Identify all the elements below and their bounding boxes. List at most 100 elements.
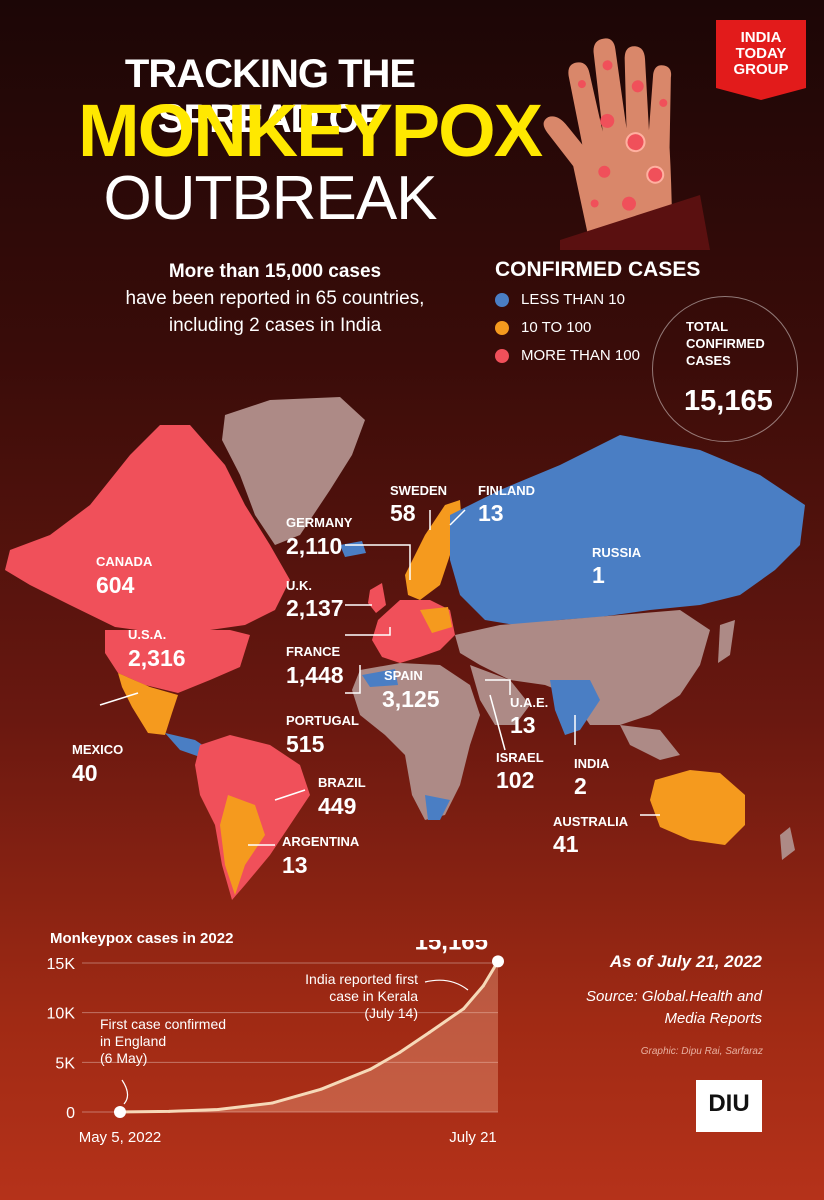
map-new-zealand	[780, 827, 795, 860]
country-value-usa: 2,316	[128, 645, 186, 671]
data-point	[368, 1067, 372, 1071]
legend-item-more-than-100: MORE THAN 100	[495, 347, 640, 364]
data-point	[462, 1007, 466, 1011]
annotation-arrow	[121, 1079, 129, 1105]
leader-finland	[449, 509, 466, 526]
country-label-brazil: BRAZIL	[318, 775, 366, 790]
annotation-india-case: India reported first	[305, 971, 418, 987]
intro-text: More than 15,000 cases have been reporte…	[110, 258, 440, 339]
leader-brazil	[274, 789, 306, 801]
total-value: 15,165	[684, 385, 773, 417]
leader-mexico	[99, 692, 139, 706]
world-map	[5, 397, 805, 900]
country-value-israel: 102	[496, 767, 535, 793]
legend-dot-red	[495, 348, 509, 363]
country-value-finland: 13	[478, 500, 504, 526]
country-label-portugal: PORTUGAL	[286, 713, 359, 728]
country-label-germany: GERMANY	[286, 515, 353, 530]
diu-logo-text: DIU	[708, 1090, 750, 1117]
map-asia	[455, 610, 710, 725]
leader-israel	[489, 694, 506, 751]
title-line-1: TRACKING THE SPREAD OF	[124, 52, 416, 141]
map-australia	[650, 770, 745, 845]
graphic-credit: Graphic: Dipu Rai, Sarfaraz	[640, 1046, 763, 1057]
legend-title: CONFIRMED CASES	[495, 258, 701, 281]
map-russia	[450, 435, 805, 625]
annotation-first-case: First case confirmed	[100, 1016, 226, 1032]
y-tick-label: 5K	[55, 1055, 75, 1072]
area-fill	[120, 961, 498, 1112]
country-value-mexico: 40	[72, 760, 98, 786]
diu-logo: DIU	[696, 1080, 762, 1132]
legend-dot-orange	[495, 320, 509, 335]
country-value-australia: 41	[553, 831, 579, 857]
legend-dot-blue	[495, 292, 509, 307]
leader-uae	[485, 679, 511, 695]
x-tick-label: July 21	[449, 1129, 497, 1146]
india-today-logo: INDIA TODAY GROUP	[716, 20, 806, 100]
country-label-uae: U.A.E.	[510, 695, 549, 710]
country-value-germany: 2,110	[286, 533, 343, 559]
country-value-argentina: 13	[282, 852, 308, 878]
y-tick-label: 0	[66, 1105, 75, 1122]
cases-area-chart: 0 5K 10K 15K 15,165 May 5, 2022 July 21 First c…	[47, 940, 504, 1146]
map-argentina	[220, 795, 265, 895]
title-line-2: MONKEYPOX	[78, 89, 543, 172]
total-label: TOTAL CONFIRMED CASES	[686, 319, 765, 368]
map-uk	[368, 583, 386, 613]
annotation-india-case: case in Kerala	[329, 988, 418, 1004]
map-morocco	[362, 669, 398, 687]
annotation-india-case: (July 14)	[364, 1005, 418, 1021]
leader-germany	[345, 544, 411, 580]
map-india	[550, 680, 600, 735]
country-label-argentina: ARGENTINA	[282, 834, 360, 849]
data-point	[398, 1050, 402, 1054]
title-line-3: OUTBREAK	[103, 164, 437, 233]
country-value-spain: 3,125	[382, 686, 440, 712]
data-point	[427, 1031, 431, 1035]
total-circle	[652, 296, 798, 442]
country-label-australia: AUSTRALIA	[553, 814, 629, 829]
y-tick-label: 15K	[47, 956, 76, 973]
y-tick-label: 10K	[47, 1006, 76, 1023]
data-point	[167, 1109, 171, 1113]
legend-item-less-than-10: LESS THAN 10	[495, 291, 625, 308]
source-line2: Media Reports	[664, 1010, 762, 1027]
source-text: Source: Global.Health and Media Reports	[545, 986, 762, 1030]
country-value-india: 2	[574, 773, 587, 799]
chart-title: Monkeypox cases in 2022	[50, 930, 234, 947]
intro-bold: More than 15,000 cases	[168, 261, 382, 282]
intro-line3: including 2 cases in India	[168, 315, 382, 336]
country-label-finland: FINLAND	[478, 483, 536, 498]
data-point	[319, 1087, 323, 1091]
hand-illustration	[543, 38, 710, 250]
country-value-france: 1,448	[286, 662, 344, 688]
map-mexico	[118, 673, 178, 735]
map-east-europe	[420, 607, 452, 633]
legend-label: 10 TO 100	[521, 319, 592, 336]
country-value-portugal: 515	[286, 731, 325, 757]
end-point	[492, 955, 504, 968]
country-label-india: INDIA	[574, 756, 610, 771]
as-of-date: As of July 21, 2022	[609, 952, 762, 971]
map-japan	[718, 620, 735, 663]
country-label-israel: ISRAEL	[496, 750, 544, 765]
country-value-sweden: 58	[390, 500, 416, 526]
map-africa	[352, 663, 480, 820]
country-label-canada: CANADA	[96, 554, 153, 569]
country-value-uae: 13	[510, 712, 536, 738]
source-line1: Source: Global.Health and	[586, 988, 762, 1005]
country-value-brazil: 449	[318, 793, 357, 819]
intro-line2: have been reported in 65 countries,	[125, 288, 425, 309]
x-tick-label: May 5, 2022	[79, 1129, 162, 1146]
country-label-russia: RUSSIA	[592, 545, 642, 560]
map-scandinavia	[405, 500, 462, 600]
data-point	[481, 984, 485, 988]
legend-label: LESS THAN 10	[521, 291, 625, 308]
annotation-arrow	[424, 979, 469, 991]
data-point	[270, 1101, 274, 1105]
leader-portugal	[345, 665, 361, 694]
legend-label: MORE THAN 100	[521, 347, 640, 364]
country-value-canada: 604	[96, 572, 135, 598]
country-label-france: FRANCE	[286, 644, 341, 659]
